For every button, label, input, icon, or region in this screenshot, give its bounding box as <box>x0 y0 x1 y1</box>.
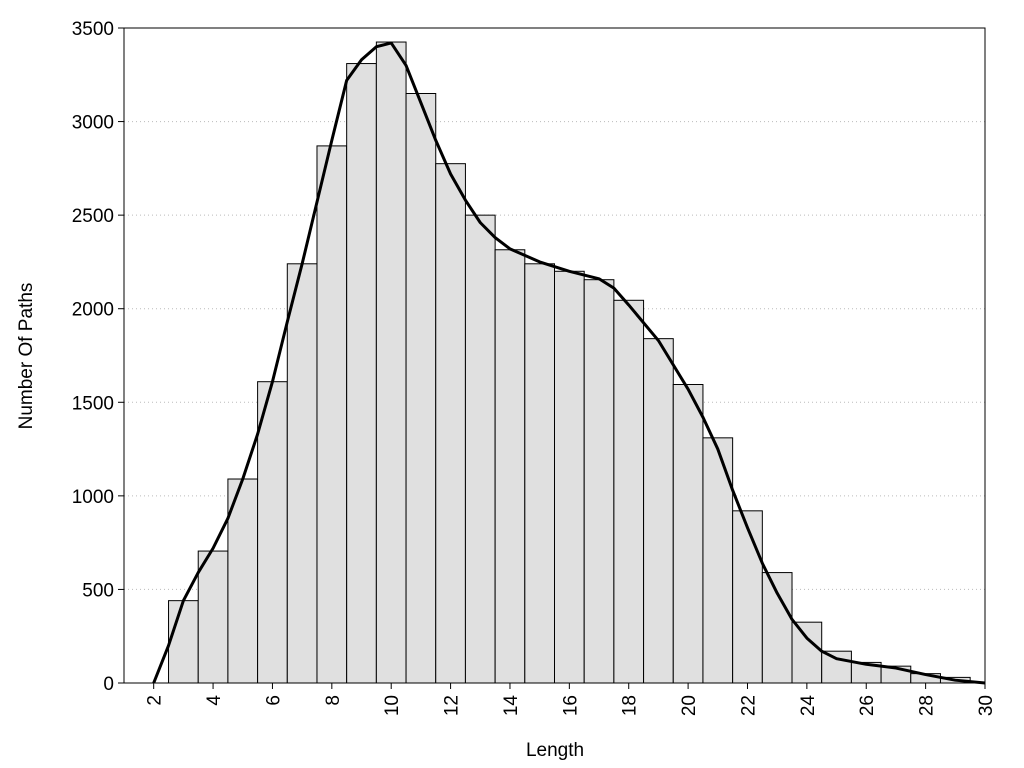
bar <box>464 214 496 684</box>
x-tick-label: 30 <box>976 695 997 716</box>
bar <box>613 299 645 684</box>
y-tick-label: 500 <box>82 580 114 601</box>
plot-frame <box>123 27 986 684</box>
x-tick-label: 4 <box>204 695 225 706</box>
bar <box>197 550 229 684</box>
x-tick-label: 18 <box>620 695 641 716</box>
y-tick-label: 3000 <box>72 113 114 134</box>
y-tick-label: 2500 <box>72 206 114 227</box>
x-tick-label: 16 <box>560 695 581 716</box>
x-tick-label: 26 <box>857 695 878 716</box>
bar <box>821 650 852 684</box>
x-tick-label: 20 <box>679 695 700 716</box>
bar <box>761 572 793 684</box>
x-tick-label: 22 <box>738 695 759 716</box>
x-tick-label: 10 <box>382 695 403 716</box>
x-tick-label: 2 <box>145 695 166 706</box>
bar <box>405 93 437 684</box>
bar <box>583 279 615 684</box>
x-tick-label: 14 <box>501 695 522 717</box>
y-tick-label: 1500 <box>72 393 114 414</box>
bar <box>286 263 318 684</box>
bar <box>672 384 704 684</box>
x-tick-label: 12 <box>442 695 463 716</box>
x-tick-label: 6 <box>263 695 284 706</box>
bar <box>168 600 199 684</box>
bar <box>375 41 407 684</box>
bar <box>524 263 556 684</box>
x-tick-label: 24 <box>798 695 819 717</box>
bar <box>346 63 377 684</box>
bar <box>435 163 466 684</box>
bar <box>791 621 823 684</box>
x-tick-label: 8 <box>323 695 344 706</box>
y-tick-label: 0 <box>103 674 114 695</box>
y-axis-label: Number Of Paths <box>16 283 37 430</box>
bar <box>732 510 763 684</box>
bar <box>316 145 348 684</box>
x-axis-label: Length <box>526 740 584 761</box>
bar <box>494 249 526 684</box>
bar <box>257 381 288 684</box>
bar <box>643 338 674 684</box>
y-tick-label: 2000 <box>72 300 114 321</box>
y-tick-label: 1000 <box>72 487 114 508</box>
bar <box>227 478 259 684</box>
curve <box>152 41 986 685</box>
y-tick-label: 3500 <box>72 19 114 40</box>
x-tick-label: 28 <box>917 695 938 716</box>
bar <box>554 270 585 684</box>
